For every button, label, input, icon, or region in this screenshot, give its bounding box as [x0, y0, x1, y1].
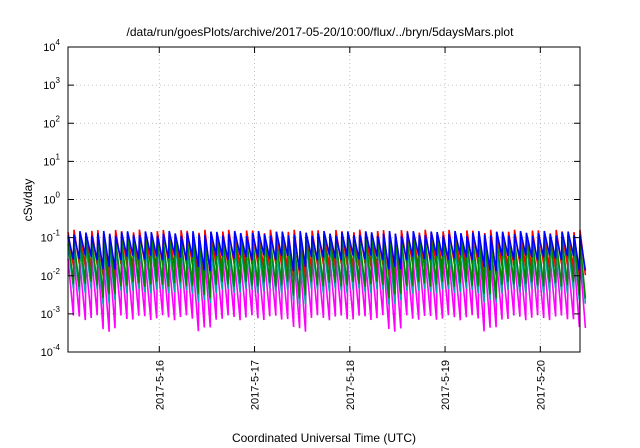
y-tick-label: 10-2	[41, 267, 61, 283]
series-line	[67, 258, 587, 332]
x-tick-label: 2017-5-16	[154, 360, 166, 410]
x-axis-label: Coordinated Universal Time (UTC)	[232, 431, 416, 445]
x-tick-label: 2017-5-19	[440, 360, 452, 410]
y-tick-label: 100	[43, 191, 60, 207]
y-tick-label: 10-4	[41, 343, 61, 359]
series-group	[67, 229, 587, 332]
y-axis-label: cSv/day	[21, 179, 35, 222]
y-tick-label: 10-1	[41, 229, 61, 245]
y-tick-label: 10-3	[41, 305, 61, 321]
y-tick-label: 103	[43, 76, 60, 92]
x-tick-label: 2017-5-17	[250, 360, 262, 410]
x-axis: 2017-5-16 2017-5-17 2017-5-18 2017-5-19 2017…	[154, 47, 547, 410]
chart-title: /data/run/goesPlots/archive/2017-05-20/1…	[127, 25, 515, 39]
y-tick-label: 101	[43, 152, 60, 168]
y-tick-label: 104	[43, 38, 60, 54]
y-axis: 10-4 10-3 10-2 10-1 100 101 102 103 104	[41, 38, 580, 359]
series-line	[67, 235, 587, 299]
x-tick-label: 2017-5-18	[345, 360, 357, 410]
series-line	[67, 230, 587, 272]
x-tick-label: 2017-5-20	[535, 360, 547, 410]
series-line	[67, 243, 587, 305]
y-tick-label: 102	[43, 114, 60, 130]
